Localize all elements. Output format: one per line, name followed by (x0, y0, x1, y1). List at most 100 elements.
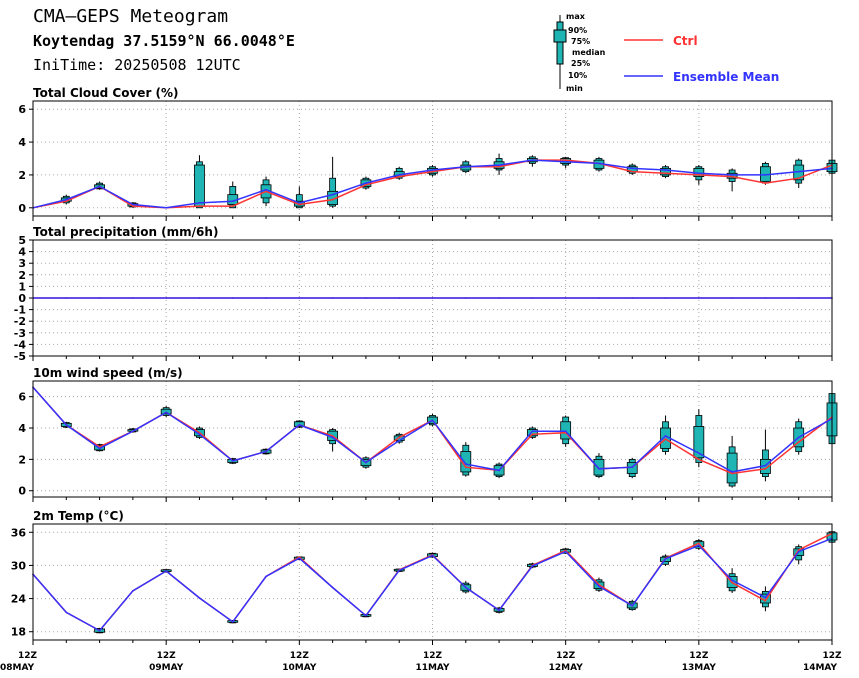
ensemble-mean-point (231, 200, 234, 203)
x-tick-label-time: 12Z (18, 651, 38, 661)
ensemble-mean-point (298, 297, 301, 299)
x-tick-label-date: 11MAY (415, 663, 450, 673)
ctrl-point (65, 200, 68, 203)
ensemble-mean-point (431, 169, 434, 171)
box-25-75 (593, 458, 605, 476)
ensemble-mean-point (797, 550, 800, 553)
ctrl-point (298, 203, 301, 206)
x-tick-label-time: 12Z (290, 651, 310, 661)
ensemble-mean-point (797, 170, 800, 173)
ensemble-box (726, 435, 738, 488)
legend: max 90% 75% median 25% 10% min Ctrl Ense… (553, 12, 779, 93)
ensemble-mean-point (298, 557, 301, 560)
ensemble-mean-point (598, 467, 600, 470)
ensemble-mean-point (331, 586, 334, 589)
y-tick-label: 0 (18, 202, 26, 215)
panel-3: 2m Temp (°C) 18 24 30 36 (11, 509, 838, 645)
x-tick-label-date: 13MAY (682, 663, 717, 673)
ctrl-point (464, 466, 467, 469)
x-tick-label-date: 09MAY (149, 663, 184, 673)
legend-box-label-median: median (572, 48, 606, 57)
ctrl-point (132, 205, 134, 207)
ensemble-mean-point (464, 297, 467, 299)
ensemble-mean-point (198, 597, 201, 599)
x-tick-label-time: 12Z (822, 651, 842, 661)
y-tick-label: 0 (18, 292, 26, 305)
ensemble-mean-point (65, 198, 68, 201)
ensemble-mean-point (132, 430, 134, 432)
legend-box-glyph (553, 15, 567, 89)
ctrl-point (431, 170, 434, 173)
ensemble-box (660, 165, 671, 179)
panel-title: Total precipitation (mm/6h) (33, 225, 218, 239)
ctrl-point (198, 205, 201, 207)
ensemble-mean-point (598, 297, 600, 299)
x-tick-label-time: 12Z (556, 651, 576, 661)
y-tick-label: 36 (11, 526, 27, 539)
ctrl-point (731, 581, 733, 584)
panel-1: Total precipitation (mm/6h) -5-4-3-2-1012… (14, 225, 833, 363)
ensemble-mean-point (98, 447, 101, 450)
ensemble-mean-point (98, 185, 101, 188)
y-tick-label: 2 (18, 453, 26, 466)
ensemble-mean-point (398, 439, 401, 442)
panel-title: 10m wind speed (m/s) (33, 366, 183, 380)
ensemble-mean-point (198, 297, 201, 299)
ensemble-mean-point (731, 297, 733, 299)
panel-frame (32, 523, 833, 641)
box-25-75 (526, 429, 538, 437)
x-tick-label-date: 10MAY (282, 663, 317, 673)
ensemble-mean-point (365, 297, 367, 299)
legend-box-label-75: 75% (571, 37, 590, 46)
ensemble-mean-point (132, 203, 134, 206)
ensemble-mean-point (731, 174, 733, 176)
y-tick-label: 2 (18, 169, 26, 182)
box-25-75 (194, 164, 205, 207)
legend-ens-label: Ensemble Mean (673, 70, 779, 84)
ensemble-mean-point (664, 169, 667, 171)
panel-2: 10m wind speed (m/s) 0 2 4 6 (18, 366, 838, 502)
y-tick-label: 2 (18, 269, 26, 282)
ensemble-mean-point (65, 424, 68, 426)
ensemble-mean-point (498, 469, 500, 472)
ensemble-mean-point (98, 629, 101, 632)
ctrl-point (631, 170, 634, 173)
ensemble-mean-point (664, 297, 667, 299)
ensemble-mean-point (365, 461, 367, 464)
x-tick-label-date: 12MAY (549, 663, 584, 673)
ensemble-mean-point (698, 544, 700, 547)
ensemble-mean-point (631, 167, 634, 170)
x-tick-label-time: 12Z (689, 651, 709, 661)
ctrl-point (698, 542, 700, 545)
ensemble-mean-point (698, 452, 700, 454)
box-25-75 (660, 167, 671, 176)
ensemble-mean-point (764, 297, 767, 299)
y-tick-label: 4 (18, 136, 26, 149)
ensemble-mean-point (398, 569, 401, 572)
ensemble-mean-point (698, 297, 700, 299)
y-tick-label: 1 (18, 280, 26, 293)
ensemble-mean-point (464, 165, 467, 168)
ensemble-mean-point (564, 550, 567, 553)
ctrl-point (797, 441, 800, 443)
ensemble-mean-point (797, 297, 800, 299)
ensemble-mean-point (431, 419, 434, 421)
panel-frame (32, 380, 833, 498)
ctrl-point (731, 175, 733, 178)
panel-frame (32, 239, 833, 357)
legend-box-label-90: 90% (568, 26, 587, 35)
ensemble-box (526, 426, 538, 439)
y-tick-label: 18 (11, 626, 26, 639)
y-tick-label: -4 (14, 338, 27, 351)
ensemble-mean-point (464, 463, 467, 465)
ensemble-mean-point (265, 188, 267, 191)
ensemble-mean-point (631, 297, 634, 299)
ensemble-box (693, 409, 705, 468)
ensemble-mean-point (498, 164, 500, 166)
init-time-label: IniTime: 20250508 12UTC (33, 56, 241, 74)
ensemble-box (760, 429, 771, 482)
ensemble-mean-point (298, 424, 301, 426)
ensemble-mean-point (731, 579, 733, 582)
ctrl-point (664, 172, 667, 175)
